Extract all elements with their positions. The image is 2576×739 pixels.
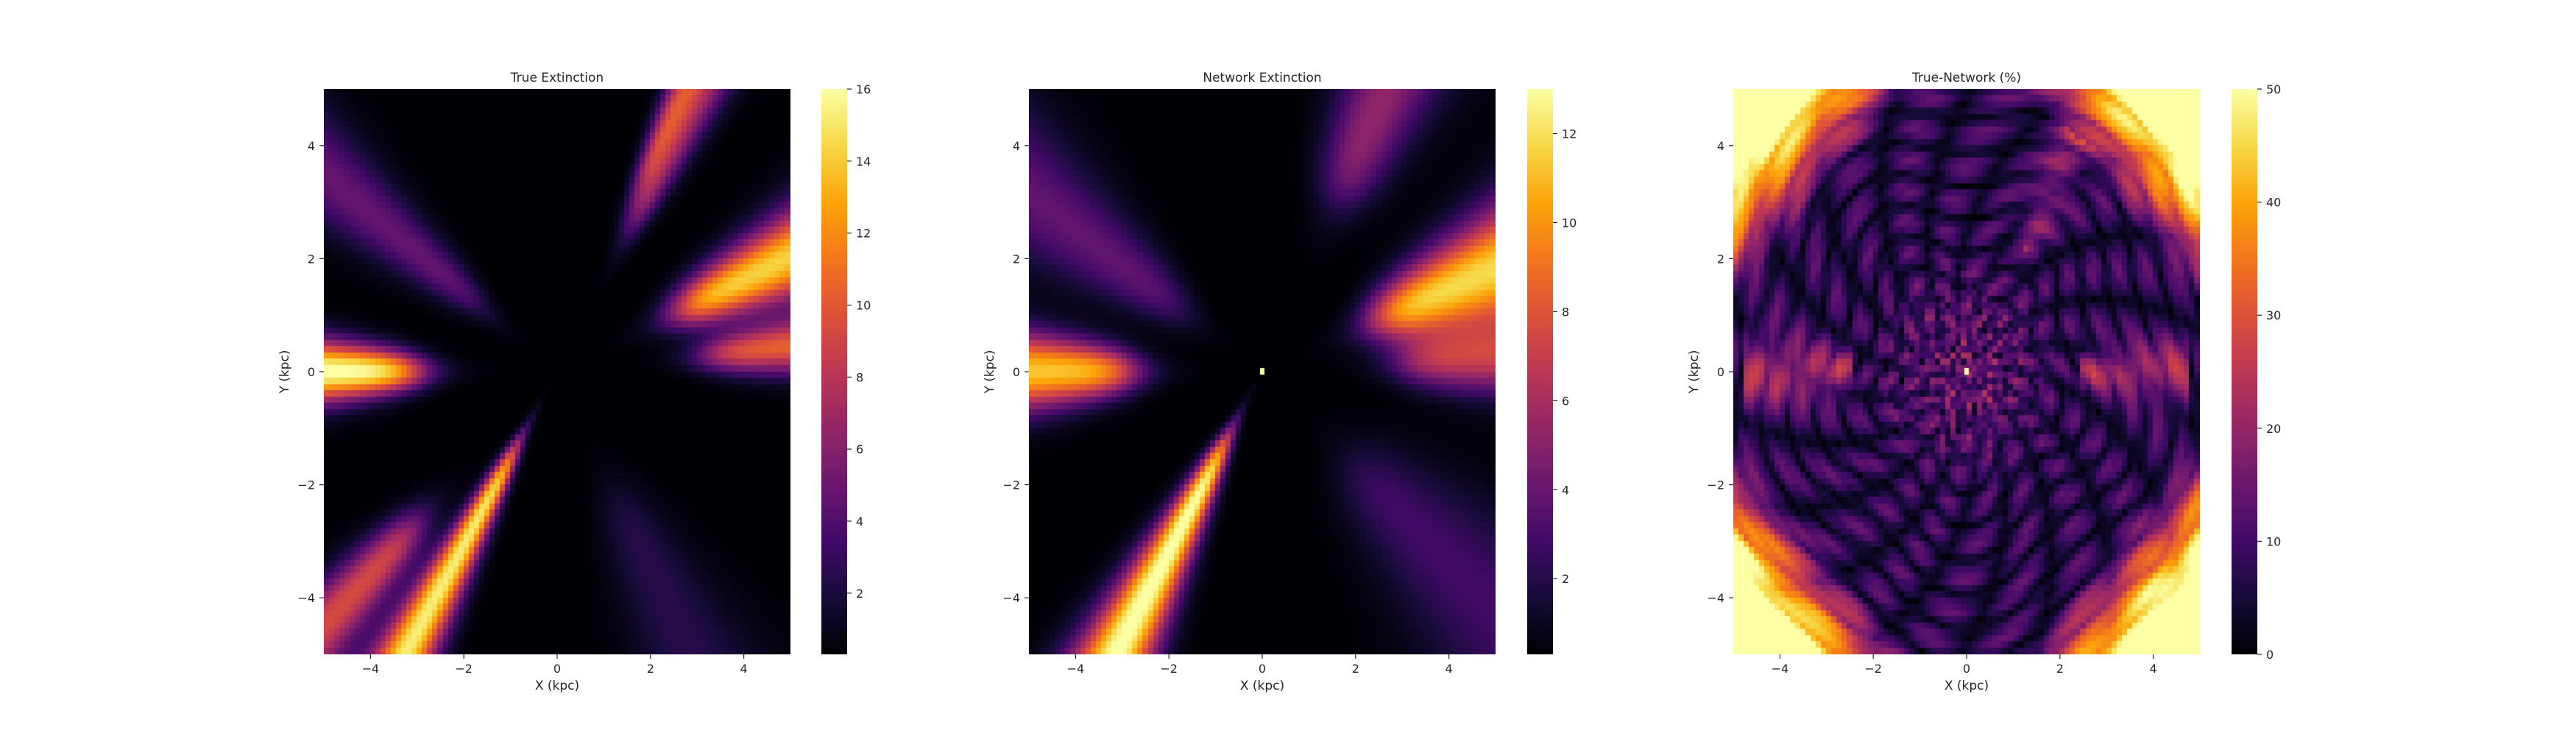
heatmap-image-holder bbox=[1733, 89, 2200, 654]
colorbar bbox=[1527, 89, 1553, 654]
colorbar-holder bbox=[821, 89, 847, 654]
colorbar-tick-label: 16 bbox=[856, 82, 871, 96]
colorbar-tick-label: 6 bbox=[1562, 394, 1569, 408]
colorbar-tick-label: 0 bbox=[2266, 648, 2274, 662]
heatmap-image bbox=[324, 89, 790, 654]
x-ticks: −4 −2 0 2 4 bbox=[1772, 654, 2157, 676]
colorbar-tick-label: 50 bbox=[2266, 82, 2281, 96]
panel-title: True Extinction bbox=[510, 71, 604, 85]
colorbar bbox=[821, 89, 847, 654]
x-axis-label: X (kpc) bbox=[1240, 679, 1284, 693]
y-tick-label: −4 bbox=[1002, 591, 1020, 605]
x-tick-label: 0 bbox=[1259, 662, 1266, 676]
colorbar-ticks: 2 4 6 8 10 12 bbox=[1553, 127, 1577, 586]
colorbar-tick-label: 6 bbox=[856, 442, 863, 456]
x-tick-label: −4 bbox=[1772, 662, 1789, 676]
y-tick-label: 0 bbox=[1717, 365, 1724, 379]
x-axis-label: X (kpc) bbox=[1945, 679, 1989, 693]
y-axis-label: Y (kpc) bbox=[983, 350, 997, 394]
colorbar-tick-label: 8 bbox=[1562, 305, 1569, 319]
x-tick-label: −4 bbox=[362, 662, 380, 676]
colorbar-tick-label: 12 bbox=[856, 227, 871, 241]
x-tick-label: 4 bbox=[2150, 662, 2157, 676]
y-ticks: −4 −2 0 2 4 bbox=[1707, 139, 1733, 605]
colorbar-tick-label: 40 bbox=[2266, 196, 2281, 210]
colorbar-tick-label: 10 bbox=[856, 299, 871, 313]
x-tick-label: 0 bbox=[553, 662, 561, 676]
x-tick-label: 2 bbox=[2056, 662, 2064, 676]
colorbar-tick-label: 12 bbox=[1562, 127, 1577, 141]
x-tick-label: 4 bbox=[740, 662, 748, 676]
y-ticks: −4 −2 0 2 4 bbox=[297, 139, 324, 605]
panel-true-minus-network: True-Network (%) −4 −2 0 2 4 −4 −2 0 2 4 X (kpc)… bbox=[1687, 71, 2281, 693]
colorbar-tick-label: 4 bbox=[1562, 483, 1569, 497]
y-tick-label: −4 bbox=[1707, 591, 1724, 605]
colorbar-tick-label: 2 bbox=[856, 587, 863, 601]
colorbar-tick-label: 2 bbox=[1562, 572, 1569, 586]
panel-title: True-Network (%) bbox=[1911, 71, 2021, 85]
y-tick-label: −2 bbox=[297, 478, 315, 492]
heatmap-image-holder bbox=[1029, 89, 1496, 654]
colorbar-tick-label: 14 bbox=[856, 155, 871, 169]
colorbar-tick-label: 10 bbox=[1562, 216, 1577, 230]
x-tick-label: 4 bbox=[1446, 662, 1453, 676]
colorbar-tick-label: 20 bbox=[2266, 422, 2281, 436]
colorbar-ticks: 2 4 6 8 10 12 14 16 bbox=[847, 82, 871, 601]
heatmap-image bbox=[1733, 89, 2200, 654]
y-tick-label: 4 bbox=[1013, 139, 1020, 153]
y-ticks: −4 −2 0 2 4 bbox=[1002, 139, 1029, 605]
x-axis-label: X (kpc) bbox=[535, 679, 579, 693]
y-axis-label: Y (kpc) bbox=[277, 350, 292, 394]
y-tick-label: 0 bbox=[1013, 365, 1020, 379]
colorbar-holder bbox=[1527, 89, 1553, 654]
colorbar-tick-label: 10 bbox=[2266, 534, 2281, 548]
y-tick-label: −2 bbox=[1002, 478, 1020, 492]
panel-network-extinction: Network Extinction −4 −2 0 2 4 −4 −2 0 2 4 X (kp… bbox=[983, 71, 1577, 693]
y-axis-label: Y (kpc) bbox=[1687, 350, 1702, 394]
x-tick-label: −2 bbox=[1160, 662, 1178, 676]
colorbar-tick-label: 30 bbox=[2266, 308, 2281, 322]
colorbar-holder bbox=[2232, 89, 2257, 654]
heatmap-image bbox=[1029, 89, 1496, 654]
x-tick-label: 2 bbox=[1352, 662, 1359, 676]
x-tick-label: −2 bbox=[1864, 662, 1882, 676]
y-tick-label: 4 bbox=[308, 139, 315, 153]
x-tick-label: 2 bbox=[647, 662, 654, 676]
x-ticks: −4 −2 0 2 4 bbox=[362, 654, 748, 676]
colorbar-tick-label: 4 bbox=[856, 515, 863, 528]
y-tick-label: 2 bbox=[308, 252, 315, 266]
colorbar bbox=[2232, 89, 2257, 654]
panel-title: Network Extinction bbox=[1203, 71, 1321, 85]
y-tick-label: −4 bbox=[297, 591, 315, 605]
x-ticks: −4 −2 0 2 4 bbox=[1067, 654, 1453, 676]
x-tick-label: 0 bbox=[1963, 662, 1970, 676]
y-tick-label: 0 bbox=[308, 365, 315, 379]
y-tick-label: 2 bbox=[1717, 252, 1724, 266]
colorbar-tick-label: 8 bbox=[856, 370, 863, 384]
y-tick-label: 4 bbox=[1717, 139, 1724, 153]
x-tick-label: −2 bbox=[455, 662, 473, 676]
colorbar-ticks: 0 10 20 30 40 50 bbox=[2257, 82, 2281, 662]
y-tick-label: 2 bbox=[1013, 252, 1020, 266]
x-tick-label: −4 bbox=[1067, 662, 1085, 676]
heatmap-image-holder bbox=[324, 89, 790, 654]
y-tick-label: −2 bbox=[1707, 478, 1724, 492]
